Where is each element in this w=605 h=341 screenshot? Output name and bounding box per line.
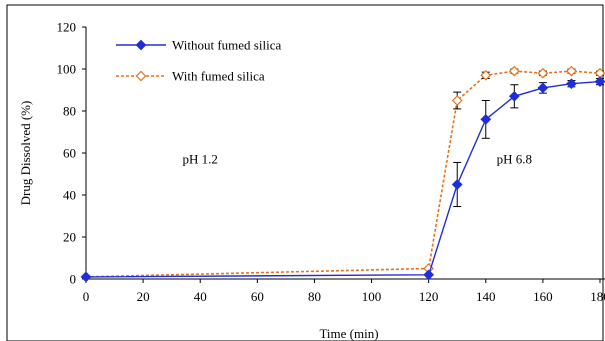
legend-marker [135,70,147,82]
annotations: pH 1.2 pH 6.8 [183,152,533,167]
data-point [80,271,92,283]
tick-labels: 0 20 40 60 80 100 120 0 20 40 60 80 100 120 140 160 180 [57,20,605,305]
axes [82,26,605,283]
x-tick-label: 40 [194,289,207,304]
data-point [423,269,435,281]
legend: Without fumed silica With fumed silica [116,38,281,84]
y-tick-label: 20 [63,230,76,245]
series-line [85,80,601,278]
x-tick-label: 80 [308,289,321,304]
x-tick-label: 180 [590,289,605,304]
data-point [566,65,577,77]
x-tick-label: 60 [251,289,264,304]
data-point [594,76,605,87]
y-tick-label: 0 [70,272,77,287]
data-point [480,69,492,81]
data-point [451,95,463,106]
data-point [508,65,520,77]
ph-annotation: pH 1.2 [183,152,218,167]
data-point [480,114,492,125]
x-tick-label: 160 [533,289,553,304]
x-tick-label: 140 [476,289,496,304]
data-point [451,179,463,190]
series-without-fumed-silica [80,76,605,283]
y-axis-label: Drug Dissolved (%) [18,101,33,206]
legend-marker [135,39,147,51]
legend-label: With fumed silica [172,69,265,84]
y-tick-label: 40 [63,188,76,203]
x-tick-label: 20 [137,289,150,304]
x-tick-label: 100 [362,289,382,304]
x-tick-label: 0 [83,289,90,304]
ph-annotation: pH 6.8 [497,152,532,167]
data-point [537,82,549,94]
series-layer [80,65,605,283]
data-point [566,78,577,90]
x-tick-label: 120 [419,289,439,304]
y-tick-label: 60 [63,146,76,161]
data-point [508,90,520,102]
y-tick-label: 100 [57,62,77,77]
y-tick-label: 80 [63,104,76,119]
legend-label: Without fumed silica [172,38,281,53]
chart-border [6,4,604,341]
x-axis-label: Time (min) [319,326,378,341]
y-tick-label: 120 [57,20,77,35]
data-point [537,67,549,79]
